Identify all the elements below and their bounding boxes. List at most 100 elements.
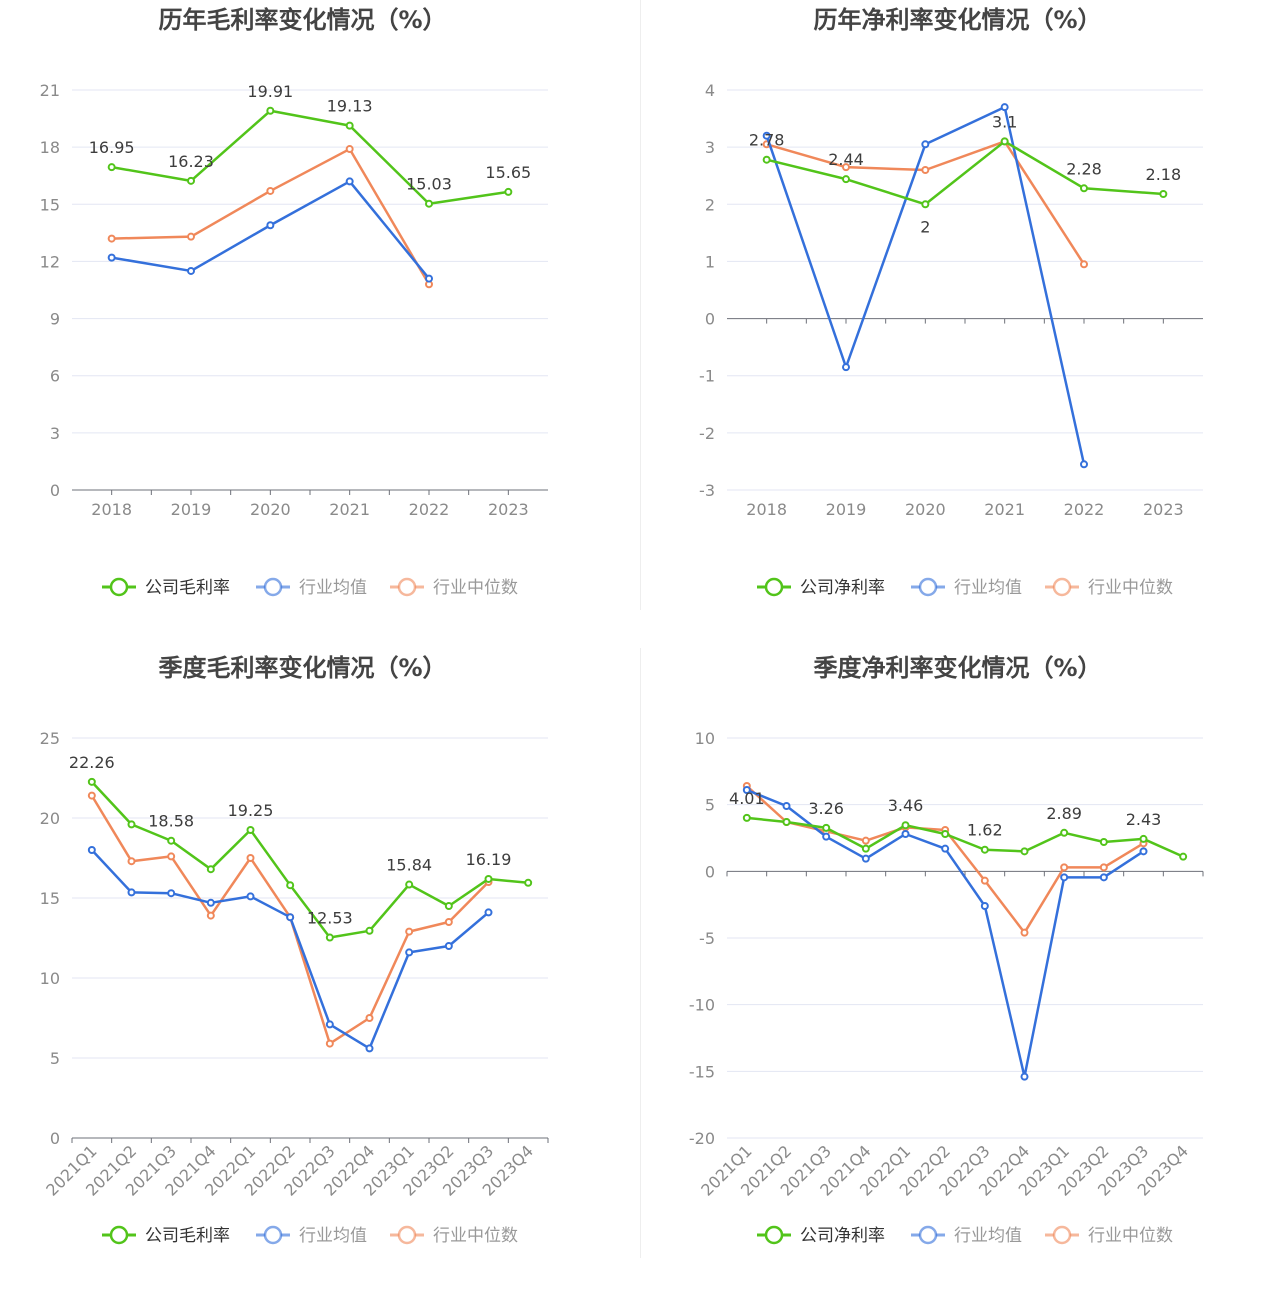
y-tick-label: -3 (699, 481, 715, 500)
column-divider-top (640, 0, 641, 610)
data-point (206, 865, 215, 874)
data-point (405, 948, 414, 957)
data-point (405, 927, 414, 936)
data-point (1060, 828, 1069, 837)
data-point (1099, 863, 1108, 872)
data-point (266, 186, 275, 195)
series-line (766, 140, 1164, 206)
data-point (762, 155, 771, 164)
legend-marker (1052, 577, 1072, 597)
data-point (246, 892, 255, 901)
legend-item[interactable]: 行业中位数 (1045, 1225, 1173, 1246)
data-point (365, 926, 374, 935)
data-label: 4.01 (729, 789, 765, 808)
x-tick-label: 2022 (409, 500, 450, 519)
data-point (861, 854, 870, 863)
y-tick-label: 25 (40, 729, 60, 748)
data-point (167, 889, 176, 898)
data-point (127, 820, 136, 829)
data-point (921, 200, 930, 209)
legend-item[interactable]: 行业中位数 (390, 577, 518, 598)
series-line (90, 849, 490, 1050)
legend-item[interactable]: 公司净利率 (757, 1225, 885, 1246)
legend-marker (397, 577, 417, 597)
x-tick-label: 2018 (746, 500, 787, 519)
data-point (167, 836, 176, 845)
legend-label: 行业中位数 (433, 1226, 518, 1246)
data-label: 2.44 (828, 150, 864, 169)
data-point (941, 844, 950, 853)
data-point (524, 878, 533, 887)
chart-title: 季度毛利率变化情况（%） (158, 654, 446, 682)
data-point (325, 1039, 334, 1048)
legend-label: 行业中位数 (1088, 1226, 1173, 1246)
legend-marker (263, 1225, 283, 1245)
legend-item[interactable]: 行业均值 (911, 1225, 1022, 1246)
data-label: 16.23 (168, 152, 214, 171)
data-point (246, 826, 255, 834)
data-point (822, 823, 831, 832)
legend-item[interactable]: 公司净利率 (757, 577, 885, 598)
data-point (286, 881, 295, 890)
x-tick-label: 2022 (1064, 500, 1105, 519)
y-tick-label: 0 (50, 481, 60, 500)
data-point (345, 177, 354, 186)
data-point (87, 846, 96, 854)
chart-title: 历年净利率变化情况（%） (813, 6, 1101, 34)
x-tick-label: 2023 (488, 500, 529, 519)
chart-title: 季度净利率变化情况（%） (813, 654, 1101, 682)
data-point (901, 821, 910, 830)
data-label: 1.62 (967, 821, 1003, 840)
legend-marker (918, 1225, 938, 1245)
y-tick-label: 3 (705, 138, 715, 157)
y-tick-label: 3 (50, 424, 60, 443)
x-tick-label: 2018 (91, 500, 132, 519)
legend-item[interactable]: 行业中位数 (1045, 577, 1173, 598)
x-tick-label: 2023 (1143, 500, 1184, 519)
data-point (127, 857, 136, 866)
data-label: 2.28 (1066, 159, 1102, 178)
data-label: 12.53 (307, 909, 353, 928)
data-point (405, 880, 414, 889)
data-point (365, 1014, 374, 1022)
legend-item[interactable]: 行业中位数 (390, 1225, 518, 1246)
y-tick-label: 2 (705, 195, 715, 214)
data-point (444, 942, 453, 950)
y-tick-label: 20 (40, 809, 60, 828)
y-tick-label: 9 (50, 310, 60, 329)
legend-label: 行业均值 (299, 1226, 367, 1246)
data-point (822, 832, 831, 841)
legend-item[interactable]: 公司毛利率 (102, 1225, 230, 1246)
data-label: 15.03 (406, 175, 452, 194)
legend-marker (397, 1225, 417, 1245)
y-tick-label: 4 (705, 81, 715, 100)
data-label: 19.91 (247, 82, 293, 101)
data-point (980, 845, 989, 854)
data-point (1080, 260, 1088, 269)
y-tick-label: 0 (705, 310, 715, 329)
data-point (206, 911, 215, 920)
column-divider-bottom (640, 648, 641, 1258)
x-tick-label: 2021 (329, 500, 370, 519)
data-point (87, 791, 96, 800)
data-point (325, 933, 334, 942)
data-point (345, 121, 354, 130)
legend-item[interactable]: 行业均值 (911, 577, 1022, 598)
chart-svg: 历年净利率变化情况（%） -3 -2 -1 0 1 2 3 4 2018 2019 2020 2021 2… (699, 6, 1203, 598)
data-point (1060, 863, 1069, 872)
data-point (167, 852, 176, 861)
legend-item[interactable]: 行业均值 (256, 1225, 367, 1246)
data-label: 19.25 (228, 801, 274, 820)
legend-item[interactable]: 公司毛利率 (102, 577, 230, 598)
data-point (1080, 184, 1088, 193)
legend-label: 行业中位数 (1088, 578, 1173, 598)
x-tick-label: 2020 (250, 500, 291, 519)
y-tick-label: -5 (699, 929, 715, 948)
y-tick-label: 5 (50, 1049, 60, 1068)
legend-marker (764, 1225, 784, 1245)
data-point (444, 918, 453, 926)
y-tick-label: 12 (40, 252, 60, 271)
legend-marker (109, 1225, 129, 1245)
legend-marker (918, 577, 938, 597)
legend-item[interactable]: 行业均值 (256, 577, 367, 598)
